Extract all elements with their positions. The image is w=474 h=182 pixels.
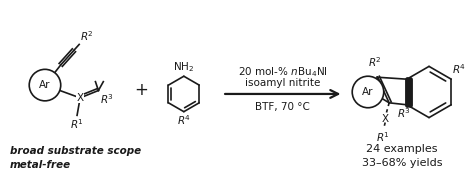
Text: Ar: Ar bbox=[39, 80, 51, 90]
Text: $R^1$: $R^1$ bbox=[376, 130, 390, 144]
Text: $R^2$: $R^2$ bbox=[368, 56, 382, 69]
Text: X: X bbox=[382, 114, 389, 124]
Circle shape bbox=[352, 76, 384, 108]
Text: 20 mol-% $n$Bu$_4$NI: 20 mol-% $n$Bu$_4$NI bbox=[238, 65, 328, 79]
Text: 33–68% yields: 33–68% yields bbox=[362, 158, 442, 168]
Text: BTF, 70 °C: BTF, 70 °C bbox=[255, 102, 310, 112]
Text: 24 examples: 24 examples bbox=[366, 144, 438, 154]
Text: NH$_2$: NH$_2$ bbox=[173, 60, 194, 74]
Text: $R^2$: $R^2$ bbox=[80, 30, 94, 43]
Text: $R^3$: $R^3$ bbox=[100, 92, 114, 106]
Circle shape bbox=[29, 69, 61, 101]
Text: $R^3$: $R^3$ bbox=[397, 106, 411, 120]
Text: broad substrate scope: broad substrate scope bbox=[9, 146, 141, 156]
Text: metal-free: metal-free bbox=[9, 160, 71, 170]
Text: $R^4$: $R^4$ bbox=[177, 114, 191, 127]
Text: isoamyl nitrite: isoamyl nitrite bbox=[245, 78, 320, 88]
Text: +: + bbox=[135, 81, 148, 99]
Text: Ar: Ar bbox=[362, 87, 374, 97]
Text: $R^1$: $R^1$ bbox=[70, 117, 84, 131]
Text: $R^4$: $R^4$ bbox=[452, 62, 466, 76]
Text: X: X bbox=[77, 93, 84, 103]
